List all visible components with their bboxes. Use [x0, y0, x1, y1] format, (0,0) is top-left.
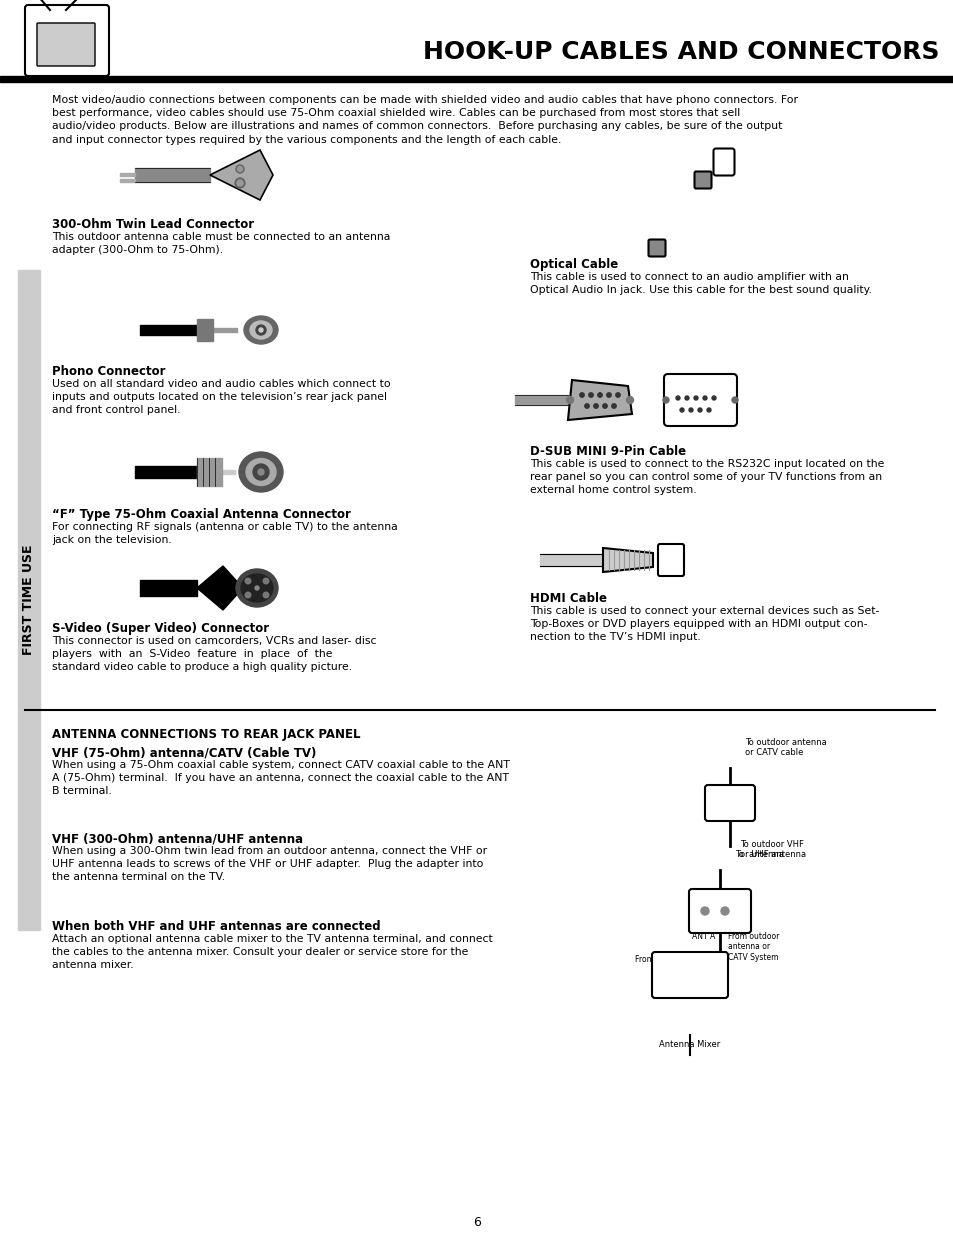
Circle shape	[615, 393, 619, 398]
Text: FIRST TIME USE: FIRST TIME USE	[23, 545, 35, 656]
Circle shape	[598, 393, 601, 398]
Text: This outdoor antenna cable must be connected to an antenna
adapter (300-Ohm to 7: This outdoor antenna cable must be conne…	[52, 232, 390, 256]
FancyBboxPatch shape	[694, 172, 711, 189]
Bar	[196, 319, 213, 341]
Circle shape	[662, 396, 668, 403]
FancyBboxPatch shape	[648, 240, 665, 257]
Circle shape	[588, 393, 593, 398]
FancyBboxPatch shape	[663, 374, 737, 426]
Text: Antenna Mixer: Antenna Mixer	[659, 1040, 720, 1049]
Polygon shape	[602, 548, 652, 572]
FancyBboxPatch shape	[25, 5, 109, 77]
Text: “F” Type 75-Ohm Coaxial Antenna Connector: “F” Type 75-Ohm Coaxial Antenna Connecto…	[52, 508, 351, 521]
Circle shape	[611, 404, 616, 409]
FancyBboxPatch shape	[37, 23, 95, 65]
Polygon shape	[196, 566, 243, 610]
Circle shape	[693, 396, 698, 400]
Ellipse shape	[239, 452, 283, 492]
Text: For connecting RF signals (antenna or cable TV) to the antenna
jack on the telev: For connecting RF signals (antenna or ca…	[52, 522, 397, 545]
Text: Attach an optional antenna cable mixer to the TV antenna terminal, and connect
t: Attach an optional antenna cable mixer t…	[52, 934, 493, 971]
Text: From outdoor
antenna or
CATV System: From outdoor antenna or CATV System	[727, 932, 779, 962]
Text: This connector is used on camcorders, VCRs and laser- disc
players  with  an  S-: This connector is used on camcorders, VC…	[52, 636, 376, 672]
Circle shape	[234, 178, 245, 188]
Text: This cable is used to connect your external devices such as Set-
Top-Boxes or DV: This cable is used to connect your exter…	[530, 606, 879, 642]
Polygon shape	[210, 149, 273, 200]
Circle shape	[263, 578, 269, 584]
Circle shape	[253, 464, 269, 480]
Ellipse shape	[241, 574, 273, 601]
Text: D-SUB MINI 9-Pin Cable: D-SUB MINI 9-Pin Cable	[530, 445, 685, 458]
Circle shape	[606, 393, 611, 398]
Circle shape	[236, 180, 243, 186]
Circle shape	[257, 469, 264, 475]
Text: This cable is used to connect to the RS232C input located on the
rear panel so y: This cable is used to connect to the RS2…	[530, 459, 883, 495]
Circle shape	[731, 396, 738, 403]
Circle shape	[684, 396, 688, 400]
Circle shape	[579, 393, 583, 398]
FancyBboxPatch shape	[704, 785, 754, 821]
Text: Phono Connector: Phono Connector	[52, 366, 165, 378]
Text: ANT A: ANT A	[691, 932, 715, 941]
Text: When using a 300-Ohm twin lead from an outdoor antenna, connect the VHF or
UHF a: When using a 300-Ohm twin lead from an o…	[52, 846, 487, 882]
Text: Used on all standard video and audio cables which connect to
inputs and outputs : Used on all standard video and audio cab…	[52, 379, 390, 415]
Ellipse shape	[246, 458, 275, 485]
Bar	[196, 458, 222, 487]
Circle shape	[698, 408, 701, 412]
Ellipse shape	[250, 321, 272, 338]
Circle shape	[706, 408, 710, 412]
Circle shape	[711, 396, 716, 400]
Text: To outdoor VHF
or UHF antenna: To outdoor VHF or UHF antenna	[740, 840, 805, 860]
Text: From UHF antenna: From UHF antenna	[635, 955, 705, 965]
Circle shape	[626, 396, 633, 404]
Text: To  antenna: To antenna	[734, 850, 783, 860]
Text: 300-Ohm Twin Lead Connector: 300-Ohm Twin Lead Connector	[52, 219, 253, 231]
Circle shape	[593, 404, 598, 409]
Circle shape	[263, 593, 269, 598]
Circle shape	[254, 585, 258, 590]
Circle shape	[255, 325, 266, 335]
Bar	[0, 77, 953, 82]
Circle shape	[688, 408, 692, 412]
Circle shape	[700, 906, 708, 915]
Text: 6: 6	[473, 1215, 480, 1229]
Ellipse shape	[235, 569, 277, 606]
Text: S-Video (Super Video) Connector: S-Video (Super Video) Connector	[52, 622, 269, 635]
Text: HOOK-UP CABLES AND CONNECTORS: HOOK-UP CABLES AND CONNECTORS	[423, 40, 939, 64]
Circle shape	[245, 578, 251, 584]
Text: To outdoor antenna
or CATV cable: To outdoor antenna or CATV cable	[744, 739, 826, 757]
Circle shape	[237, 167, 242, 172]
FancyBboxPatch shape	[651, 952, 727, 998]
FancyBboxPatch shape	[713, 148, 734, 175]
Circle shape	[584, 404, 589, 409]
FancyBboxPatch shape	[658, 543, 683, 576]
Text: When both VHF and UHF antennas are connected: When both VHF and UHF antennas are conne…	[52, 920, 380, 932]
Polygon shape	[567, 380, 631, 420]
Circle shape	[702, 396, 706, 400]
Circle shape	[235, 165, 244, 173]
Circle shape	[676, 396, 679, 400]
Circle shape	[245, 593, 251, 598]
Text: This cable is used to connect to an audio amplifier with an
Optical Audio In jac: This cable is used to connect to an audi…	[530, 272, 871, 295]
Text: VHF (75-Ohm) antenna/CATV (Cable TV): VHF (75-Ohm) antenna/CATV (Cable TV)	[52, 746, 316, 760]
Bar	[18, 270, 40, 930]
Text: VHF (300-Ohm) antenna/UHF antenna: VHF (300-Ohm) antenna/UHF antenna	[52, 832, 303, 845]
Text: When using a 75-Ohm coaxial cable system, connect CATV coaxial cable to the ANT
: When using a 75-Ohm coaxial cable system…	[52, 760, 509, 797]
Circle shape	[720, 906, 728, 915]
Text: Optical Cable: Optical Cable	[530, 258, 618, 270]
Circle shape	[258, 329, 263, 332]
Ellipse shape	[244, 316, 277, 345]
Text: ANTENNA CONNECTIONS TO REAR JACK PANEL: ANTENNA CONNECTIONS TO REAR JACK PANEL	[52, 727, 360, 741]
Circle shape	[679, 408, 683, 412]
Circle shape	[602, 404, 606, 409]
Text: HDMI Cable: HDMI Cable	[530, 592, 606, 605]
Circle shape	[566, 396, 573, 404]
FancyBboxPatch shape	[688, 889, 750, 932]
Text: Most video/audio connections between components can be made with shielded video : Most video/audio connections between com…	[52, 95, 797, 144]
